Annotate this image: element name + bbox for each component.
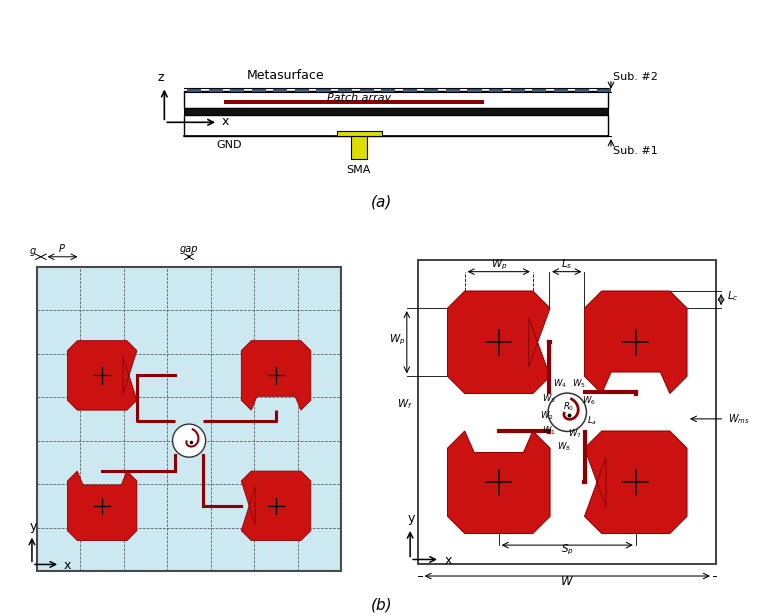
Text: gap: gap [180, 245, 199, 254]
Text: $W_2$: $W_2$ [540, 409, 554, 422]
Text: $W_f$: $W_f$ [397, 397, 413, 411]
Text: $W_p$: $W_p$ [389, 333, 405, 347]
Text: $W_p$: $W_p$ [490, 257, 507, 272]
Text: $W_1$: $W_1$ [542, 424, 556, 437]
Text: y: y [30, 520, 37, 533]
Text: $W_5$: $W_5$ [572, 378, 586, 391]
Bar [274, 87, 287, 92]
Text: $W_4$: $W_4$ [553, 378, 567, 391]
Bar [224, 100, 484, 103]
Text: $W_3$: $W_3$ [542, 392, 556, 405]
Text: (b): (b) [371, 598, 393, 613]
Text: $W$: $W$ [560, 575, 575, 588]
Bar [209, 87, 222, 92]
Bar [316, 87, 331, 92]
Polygon shape [241, 341, 311, 410]
Bar [338, 87, 352, 92]
Text: Sub. #2: Sub. #2 [613, 71, 658, 82]
Text: $L_a$: $L_a$ [587, 415, 597, 427]
Text: $W_8$: $W_8$ [557, 441, 571, 453]
Bar [381, 87, 395, 92]
Text: $W_6$: $W_6$ [582, 394, 596, 407]
Bar [575, 87, 589, 92]
Polygon shape [67, 341, 137, 410]
Polygon shape [584, 291, 687, 394]
Circle shape [548, 393, 587, 431]
Text: Patch array: Patch array [327, 92, 391, 103]
Bar [251, 87, 266, 92]
Polygon shape [448, 431, 550, 533]
Bar [510, 87, 525, 92]
Bar [187, 87, 201, 92]
Bar [532, 87, 546, 92]
Bar [184, 108, 608, 115]
Text: x: x [221, 115, 228, 128]
Bar [351, 136, 367, 159]
Bar [489, 87, 503, 92]
Text: x: x [63, 559, 71, 572]
Text: $g$: $g$ [29, 246, 37, 258]
Text: Metasurface: Metasurface [247, 70, 325, 83]
Bar [295, 87, 309, 92]
Polygon shape [584, 431, 687, 533]
Bar [468, 87, 481, 92]
Text: Sub. #1: Sub. #1 [613, 146, 657, 156]
Bar [403, 87, 417, 92]
Bar [37, 267, 342, 571]
Polygon shape [241, 471, 311, 541]
Text: $P$: $P$ [58, 243, 66, 254]
Bar [419, 260, 716, 564]
Bar [446, 87, 460, 92]
Bar [597, 87, 611, 92]
Bar [184, 115, 608, 136]
Bar [424, 87, 439, 92]
Bar [230, 87, 244, 92]
Text: $R_0$: $R_0$ [563, 400, 575, 413]
Bar [360, 87, 374, 92]
Text: (a): (a) [371, 194, 393, 209]
Text: $W_7$: $W_7$ [568, 428, 581, 440]
Text: SMA: SMA [347, 165, 371, 175]
Text: z: z [157, 71, 163, 84]
Circle shape [173, 424, 206, 457]
Polygon shape [67, 471, 137, 541]
Text: x: x [444, 554, 452, 567]
Bar [337, 131, 382, 136]
Text: y: y [408, 512, 415, 525]
Text: $L_s$: $L_s$ [561, 257, 572, 270]
Bar [554, 87, 568, 92]
Text: $L_c$: $L_c$ [727, 290, 738, 304]
Text: $S_p$: $S_p$ [561, 542, 574, 556]
Bar [184, 91, 608, 108]
Polygon shape [448, 291, 550, 394]
Text: $W_{ms}$: $W_{ms}$ [728, 412, 749, 426]
Text: GND: GND [217, 140, 242, 150]
